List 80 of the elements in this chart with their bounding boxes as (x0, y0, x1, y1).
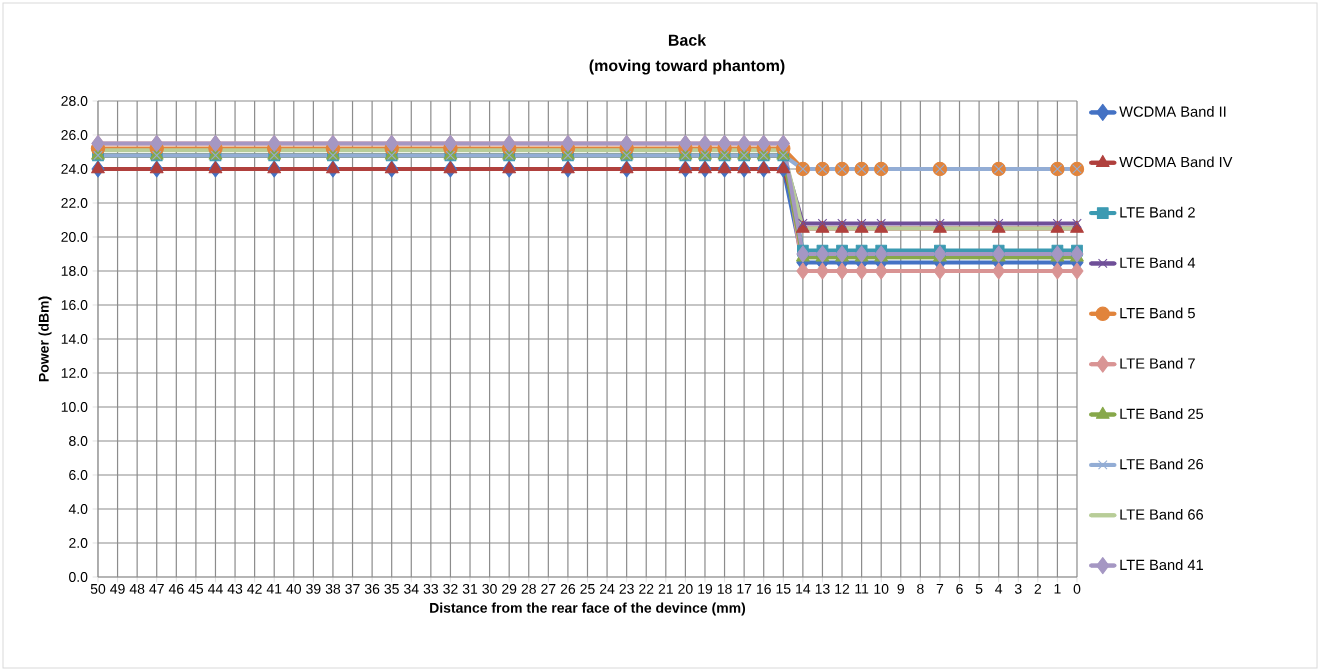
x-tick-label: 37 (345, 583, 360, 594)
legend-label: WCDMA Band II (1119, 106, 1226, 117)
x-tick-label: 41 (266, 583, 282, 594)
x-tick-label: 25 (580, 583, 595, 594)
chart-subtitle: (moving toward phantom) (589, 59, 785, 75)
x-tick-label: 17 (737, 583, 752, 594)
legend-label: LTE Band 25 (1120, 408, 1204, 419)
x-tick-label: 45 (188, 583, 204, 594)
x-tick-label: 26 (560, 583, 576, 594)
legend-label: WCDMA Band IV (1119, 156, 1233, 168)
y-tick-label: 2.0 (69, 538, 88, 548)
legend-label: LTE Band 4 (1120, 257, 1196, 268)
x-tick-label: 18 (717, 583, 732, 594)
y-tick-label: 14.0 (61, 334, 88, 344)
y-tick-label: 12.0 (61, 368, 88, 378)
x-tick-label: 19 (698, 583, 713, 594)
legend-label: LTE Band 7 (1120, 357, 1195, 369)
legend-label: LTE Band 26 (1120, 458, 1204, 470)
x-tick-label: 36 (364, 583, 380, 594)
y-tick-label: 20.0 (61, 232, 88, 242)
legend-label: LTE Band 2 (1120, 206, 1195, 218)
x-tick-label: 27 (541, 583, 556, 594)
x-tick-label: 0 (1073, 583, 1081, 594)
x-tick-label: 24 (600, 583, 615, 594)
x-tick-label: 43 (227, 583, 243, 594)
y-tick-label: 16.0 (61, 300, 88, 310)
legend-label: LTE Band 66 (1120, 508, 1204, 520)
x-tick-label: 12 (835, 583, 850, 594)
x-tick-label: 6 (956, 583, 963, 594)
x-tick-label: 2 (1034, 583, 1042, 594)
y-tick-label: 26.0 (61, 130, 88, 140)
x-tick-label: 13 (815, 583, 830, 594)
legend-label: LTE Band 5 (1120, 307, 1195, 319)
x-tick-label: 9 (897, 583, 904, 594)
x-tick-label: 10 (874, 583, 889, 594)
x-tick-label: 49 (110, 583, 125, 594)
x-tick-label: 31 (462, 583, 478, 594)
x-tick-label: 33 (423, 583, 439, 594)
x-tick-label: 14 (796, 583, 811, 594)
y-tick-label: 22.0 (61, 198, 88, 208)
chart-title: Back (668, 34, 707, 46)
x-tick-label: 22 (639, 583, 654, 594)
x-tick-label: 38 (325, 583, 341, 594)
x-tick-label: 42 (247, 583, 262, 594)
x-tick-label: 7 (936, 583, 944, 594)
y-tick-label: 24.0 (61, 164, 88, 174)
x-tick-label: 35 (384, 583, 399, 594)
x-tick-label: 48 (129, 583, 145, 594)
x-tick-label: 34 (404, 583, 419, 594)
x-tick-label: 23 (619, 583, 634, 594)
x-axis-title: Distance from the rear face of the devince (mm) (430, 602, 746, 616)
x-tick-label: 3 (1014, 583, 1022, 594)
x-tick-label: 4 (995, 583, 1003, 594)
x-tick-label: 40 (286, 583, 302, 594)
y-tick-label: 4.0 (68, 504, 88, 514)
x-tick-label: 29 (502, 583, 517, 594)
y-tick-label: 28.0 (61, 96, 88, 106)
legend-label: LTE Band 41 (1120, 559, 1203, 571)
x-tick-label: 15 (776, 583, 791, 594)
x-tick-label: 44 (208, 583, 223, 594)
x-tick-label: 5 (975, 583, 983, 594)
x-tick-label: 47 (149, 583, 164, 594)
x-tick-label: 50 (90, 583, 106, 594)
y-tick-label: 18.0 (61, 266, 88, 276)
y-tick-label: 0.0 (69, 572, 88, 582)
y-tick-label: 8.0 (69, 436, 88, 446)
x-tick-label: 28 (521, 583, 536, 594)
x-tick-label: 32 (443, 583, 458, 594)
x-tick-label: 20 (678, 583, 693, 594)
x-tick-label: 39 (306, 583, 321, 594)
x-tick-label: 1 (1054, 583, 1061, 594)
y-tick-label: 6.0 (69, 470, 88, 480)
y-axis-title: Power (dBm) (38, 296, 52, 382)
y-tick-label: 10.0 (61, 402, 88, 412)
x-tick-label: 46 (168, 583, 184, 594)
x-tick-label: 30 (482, 583, 497, 594)
x-tick-label: 11 (855, 583, 869, 594)
x-tick-label: 16 (756, 583, 771, 594)
x-tick-label: 8 (917, 583, 924, 594)
x-tick-label: 21 (658, 583, 673, 594)
